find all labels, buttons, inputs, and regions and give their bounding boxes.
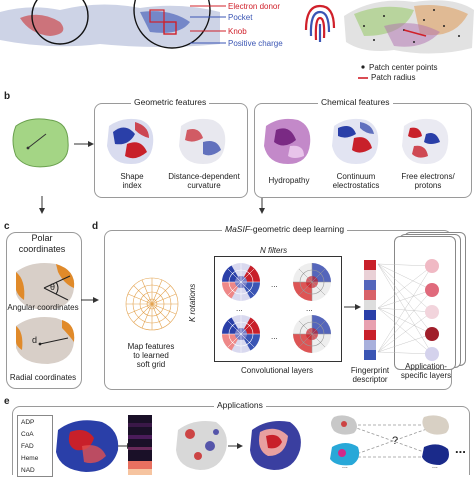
hydropathy-patch: [264, 118, 311, 164]
pocket-protein: [56, 420, 119, 472]
ellipsis-col-1: ...: [236, 304, 243, 313]
chemical-features-title: Chemical features: [318, 97, 393, 107]
label-shape-index: Shape index: [120, 172, 144, 190]
soft-grid: [125, 277, 179, 331]
legend-positive-charge: Positive charge: [228, 39, 283, 48]
geometric-features-title: Geometric features: [131, 97, 210, 107]
legend-patch-radius: Patch radius: [371, 73, 416, 82]
panel-letter-b: b: [4, 91, 11, 102]
ligand-adp: ADP: [21, 419, 35, 426]
ligand-coa: CoA: [21, 431, 34, 438]
ppi-ellipsis-1: ...: [342, 463, 348, 470]
ppi-ellipsis-2: ...: [432, 463, 438, 470]
free-electrons-patch: [402, 118, 449, 164]
ppi-question: ?: [392, 435, 399, 447]
zoom-circle-left: [31, 0, 89, 45]
ligand-list: ADP CoA FAD Heme NAD: [17, 415, 53, 477]
label-k-rotations: K rotations: [188, 283, 197, 322]
fingerprint-descriptor: [364, 260, 376, 360]
ellipsis-col-2: ...: [306, 304, 313, 313]
conv-layers-box: [214, 256, 342, 362]
theta-symbol: θ: [50, 282, 56, 292]
label-radial-coordinates: Radial coordinates: [9, 373, 77, 382]
legend-pocket: Pocket: [228, 13, 253, 22]
polar-coordinates-title: Polar coordinates: [18, 233, 66, 254]
patches-surface: [344, 0, 474, 54]
label-conv-layers: Convolutional layers: [240, 366, 314, 375]
angular-patch: [16, 263, 75, 310]
radial-patch: [16, 317, 75, 364]
label-electrostatics: Continuum electrostatics: [332, 172, 380, 190]
applications-title: Applications: [214, 400, 266, 410]
arrow-conv-to-fp: [344, 304, 361, 310]
arrow-b-to-c: [39, 196, 45, 214]
panel-letter-d: d: [92, 221, 99, 232]
electrostatics-patch: [332, 118, 379, 164]
ppi-ellipsis-big: ...: [455, 441, 466, 456]
patch-radius-marker: [358, 77, 368, 79]
green-patch: [12, 118, 69, 168]
legend-electron-donor: Electron donor: [228, 2, 281, 11]
ppi-network: [330, 415, 449, 466]
legend-knob: Knob: [228, 27, 247, 36]
label-app-layers: Application- specific layers: [400, 362, 452, 380]
patch-center-marker: [361, 65, 365, 69]
site-protein-gray: [176, 421, 227, 470]
ligand-heme: Heme: [21, 455, 39, 462]
label-hydropathy: Hydropathy: [268, 176, 310, 185]
panel-letter-e: e: [4, 396, 10, 407]
ligand-fad: FAD: [21, 443, 34, 450]
panel-letter-c: c: [4, 221, 10, 232]
arrow-b-to-geo: [74, 141, 94, 147]
ellipsis-row-1: ...: [271, 280, 278, 289]
shape-index-patch: [107, 118, 154, 164]
conv-filter-grid: [221, 262, 332, 354]
label-fingerprint-descriptor: Fingerprint descriptor: [350, 366, 390, 384]
label-n-filters: N filters: [260, 246, 288, 255]
legend-lines-a: [190, 5, 226, 44]
ellipsis-row-2: ...: [271, 332, 278, 341]
arrow-c-to-d: [81, 297, 99, 303]
arrow-b-to-d: [259, 198, 265, 214]
fc-network: [377, 259, 439, 361]
label-map-features: Map features to learned soft grid: [127, 342, 175, 369]
d-symbol: d: [32, 335, 38, 345]
app-layers-stack: [394, 232, 466, 370]
arrow-e-2: [228, 443, 243, 449]
label-free-electrons: Free electrons/ protons: [401, 172, 455, 190]
label-curvature: Distance-dependent curvature: [168, 172, 240, 190]
masif-title: MaSIF-geometric deep learning: [222, 224, 348, 234]
curvature-patch: [179, 118, 226, 164]
ligand-prediction-bar: [128, 415, 152, 475]
label-angular-coordinates: Angular coordinates: [7, 303, 79, 312]
fingerprint-icon: [304, 4, 336, 42]
zoom-circle-right: [133, 0, 211, 49]
ligand-nad: NAD: [21, 467, 35, 474]
site-protein-colored: [250, 421, 301, 470]
legend-patch-center-points: Patch center points: [369, 63, 438, 72]
